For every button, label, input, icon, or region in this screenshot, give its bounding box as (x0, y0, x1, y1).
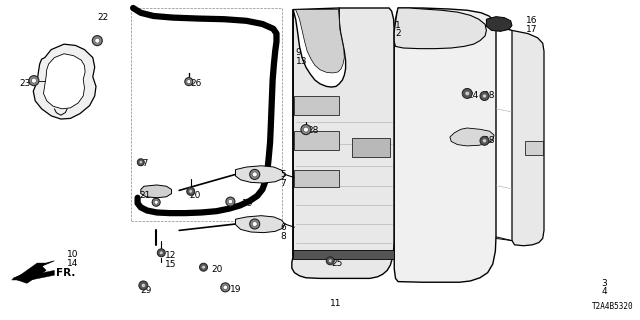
Circle shape (29, 76, 39, 86)
Text: 11: 11 (330, 300, 341, 308)
Polygon shape (352, 138, 390, 157)
Circle shape (92, 36, 102, 46)
Circle shape (480, 92, 489, 100)
Circle shape (480, 136, 489, 145)
Circle shape (157, 249, 165, 257)
Circle shape (462, 88, 472, 99)
Circle shape (139, 281, 148, 290)
Polygon shape (141, 185, 172, 198)
Circle shape (187, 80, 191, 84)
Text: FR.: FR. (56, 268, 76, 278)
Text: 15: 15 (165, 260, 177, 269)
Polygon shape (13, 261, 54, 283)
Polygon shape (294, 170, 339, 187)
Polygon shape (44, 54, 85, 109)
Text: 9: 9 (296, 48, 301, 57)
Circle shape (152, 198, 160, 206)
Polygon shape (512, 30, 544, 246)
Polygon shape (294, 96, 339, 115)
Circle shape (138, 159, 144, 166)
Circle shape (221, 283, 230, 292)
Polygon shape (236, 166, 285, 183)
Text: 23: 23 (19, 79, 31, 88)
Text: 22: 22 (97, 13, 109, 22)
Circle shape (303, 127, 308, 132)
Text: 14: 14 (67, 259, 78, 268)
Text: 20: 20 (189, 191, 201, 200)
Circle shape (326, 257, 334, 265)
Polygon shape (294, 131, 339, 150)
Text: 16: 16 (526, 16, 538, 25)
Text: 6: 6 (280, 223, 286, 232)
Polygon shape (486, 17, 512, 31)
Text: 19: 19 (242, 199, 253, 208)
Text: 29: 29 (141, 286, 152, 295)
Circle shape (189, 189, 193, 193)
Circle shape (200, 263, 207, 271)
Circle shape (187, 187, 195, 195)
Circle shape (154, 200, 158, 204)
Text: 24: 24 (467, 92, 479, 100)
Text: 20: 20 (211, 265, 223, 274)
Text: 5: 5 (280, 170, 286, 179)
Text: 13: 13 (296, 57, 307, 66)
Circle shape (159, 251, 163, 255)
Text: 17: 17 (526, 25, 538, 34)
Circle shape (483, 139, 486, 143)
Polygon shape (296, 10, 344, 73)
Text: 10: 10 (67, 250, 78, 259)
Text: 27: 27 (138, 159, 149, 168)
Text: 4: 4 (602, 287, 607, 296)
Circle shape (301, 124, 311, 135)
Circle shape (95, 38, 100, 43)
Text: 8: 8 (280, 232, 286, 241)
Circle shape (223, 285, 228, 290)
Text: T2A4B5320: T2A4B5320 (592, 302, 634, 311)
Text: 18: 18 (484, 136, 495, 145)
Polygon shape (33, 44, 96, 119)
Text: 28: 28 (307, 126, 319, 135)
Circle shape (140, 161, 142, 164)
Polygon shape (12, 263, 54, 280)
Text: 19: 19 (230, 285, 242, 294)
Polygon shape (394, 8, 496, 282)
Circle shape (202, 265, 205, 269)
Text: 26: 26 (191, 79, 202, 88)
Text: 12: 12 (165, 252, 177, 260)
Circle shape (252, 221, 257, 227)
Circle shape (250, 169, 260, 180)
Text: 18: 18 (484, 92, 495, 100)
Circle shape (483, 94, 486, 98)
Polygon shape (450, 128, 494, 146)
Circle shape (465, 91, 470, 96)
Circle shape (252, 172, 257, 177)
Circle shape (250, 219, 260, 229)
Polygon shape (236, 216, 285, 233)
Text: 25: 25 (332, 259, 343, 268)
Circle shape (226, 197, 235, 206)
Text: 2: 2 (395, 29, 401, 38)
Circle shape (31, 78, 36, 83)
Circle shape (228, 199, 233, 204)
Polygon shape (292, 8, 394, 278)
Text: 21: 21 (140, 191, 151, 200)
Text: 7: 7 (280, 179, 286, 188)
Text: 3: 3 (602, 279, 607, 288)
Circle shape (185, 77, 193, 85)
Circle shape (141, 284, 145, 287)
Polygon shape (394, 8, 486, 49)
Polygon shape (525, 141, 543, 155)
Circle shape (328, 259, 332, 263)
Polygon shape (293, 250, 394, 259)
Text: 1: 1 (395, 21, 401, 30)
